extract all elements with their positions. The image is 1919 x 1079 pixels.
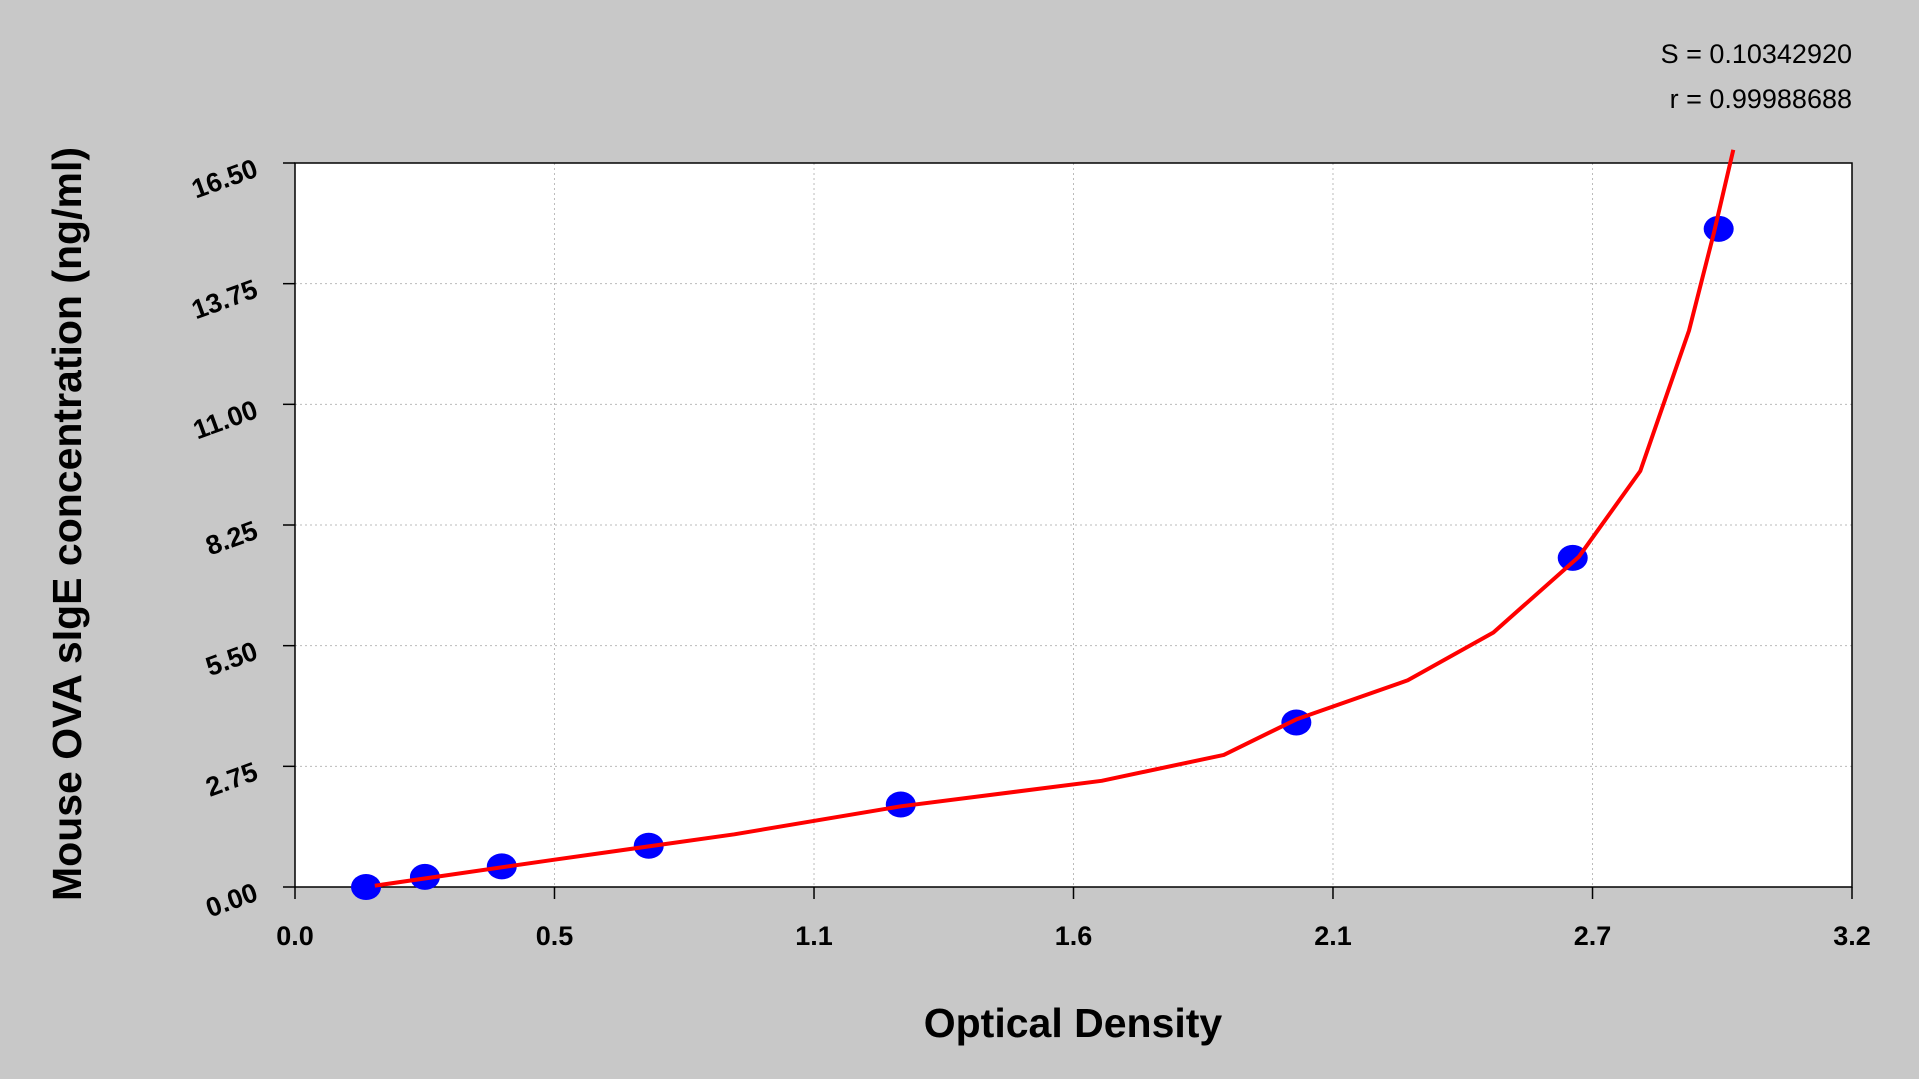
x-tick-label: 2.1: [1314, 921, 1352, 951]
x-axis-title: Optical Density: [924, 1000, 1223, 1046]
y-tick-label: 16.50: [188, 153, 262, 204]
y-tick-label: 5.50: [202, 636, 262, 682]
data-point: [1557, 544, 1588, 571]
fit-curve: [374, 149, 1736, 888]
x-tick-label: 2.7: [1574, 921, 1612, 951]
y-axis-title: Mouse OVA sIgE concentration (ng/ml): [44, 147, 90, 901]
y-tick-label: 2.75: [202, 756, 262, 802]
x-tick-label: 1.6: [1055, 921, 1093, 951]
plot-frame: [294, 162, 1853, 888]
data-point: [1703, 215, 1734, 242]
x-tick-label: 0.0: [276, 921, 314, 951]
data-point: [351, 874, 382, 900]
x-tick-label: 3.2: [1833, 921, 1871, 951]
y-tick-label: 8.25: [202, 515, 262, 561]
y-tick-label: 0.00: [202, 877, 262, 923]
y-tick-label: 13.75: [188, 274, 262, 325]
y-tick-label: 11.00: [189, 394, 261, 445]
x-tick-label: 0.5: [536, 921, 574, 951]
annotation: S = 0.10342920: [1661, 39, 1852, 69]
annotation: r = 0.99988688: [1670, 84, 1852, 114]
x-tick-label: 1.1: [795, 921, 833, 951]
